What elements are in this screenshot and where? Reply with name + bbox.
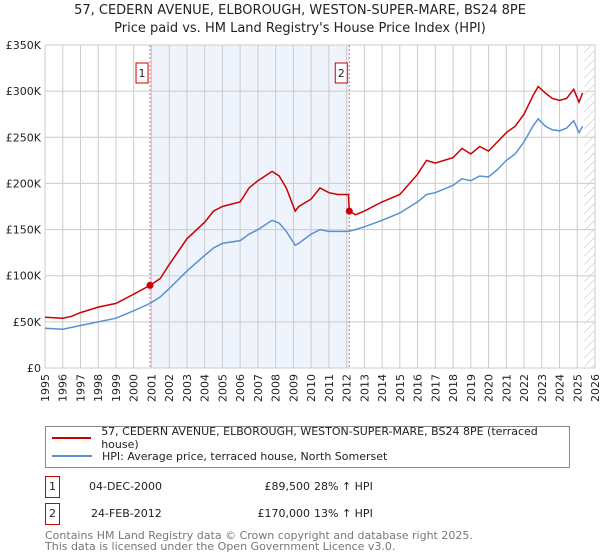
x-tick-label: 2026 xyxy=(589,374,600,402)
x-tick-label: 2014 xyxy=(376,374,389,402)
y-tick-label: £200K xyxy=(6,177,42,190)
blue-line-swatch xyxy=(52,455,92,457)
x-tick-label: 2001 xyxy=(145,374,158,402)
footer-licence: This data is licensed under the Open Gov… xyxy=(45,540,396,553)
x-tick-label: 2018 xyxy=(447,374,460,402)
x-tick-label: 2015 xyxy=(394,374,407,402)
sale-point xyxy=(146,281,154,289)
sale-hpi: 28% ↑ HPI xyxy=(314,480,373,493)
x-tick-label: 2008 xyxy=(270,374,283,402)
y-tick-label: £0 xyxy=(27,362,41,375)
y-tick-label: £250K xyxy=(6,131,42,144)
x-tick-label: 2019 xyxy=(465,374,478,402)
sale-badge: 2 xyxy=(45,503,60,525)
sale-row: 1 04-DEC-2000 £89,500 28% ↑ HPI xyxy=(45,476,545,498)
x-tick-label: 2017 xyxy=(429,374,442,402)
x-tick-label: 2003 xyxy=(181,374,194,402)
legend-item-property: 57, CEDERN AVENUE, ELBOROUGH, WESTON-SUP… xyxy=(52,425,569,451)
sale-price: £89,500 xyxy=(264,480,311,493)
x-tick-label: 2007 xyxy=(252,374,265,402)
y-tick-label: £350K xyxy=(6,39,42,52)
x-tick-label: 2024 xyxy=(554,374,567,402)
x-tick-label: 2004 xyxy=(199,374,212,402)
legend-item-hpi: HPI: Average price, terraced house, Nort… xyxy=(52,448,387,464)
x-tick-label: 2020 xyxy=(483,374,496,402)
sale-date: 04-DEC-2000 xyxy=(89,480,163,493)
price-chart: 1995 1996 1997 1998 1999 2000 2001 2002 2003 2004… xyxy=(6,39,600,402)
red-line-swatch xyxy=(52,437,92,439)
sale-label-box xyxy=(334,62,348,84)
sale-row: 2 24-FEB-2012 £170,000 13% ↑ HPI xyxy=(45,503,545,525)
sale-hpi: 13% ↑ HPI xyxy=(314,507,373,520)
x-tick-label: 1999 xyxy=(110,374,123,402)
x-tick-label: 2012 xyxy=(341,374,354,402)
x-tick-label: 1997 xyxy=(74,374,87,402)
sale-badge: 1 xyxy=(45,476,60,498)
sale-date: 24-FEB-2012 xyxy=(91,507,162,520)
y-tick-label: £100K xyxy=(6,270,42,283)
x-tick-label: 2000 xyxy=(128,374,141,402)
x-tick-label: 2005 xyxy=(216,374,229,402)
x-tick-label: 2025 xyxy=(571,374,584,402)
legend-label: 57, CEDERN AVENUE, ELBOROUGH, WESTON-SUP… xyxy=(101,425,538,451)
x-tick-label: 1998 xyxy=(92,374,105,402)
y-tick-label: £300K xyxy=(6,85,42,98)
sale-label: 1 xyxy=(139,67,146,80)
x-tick-label: 2006 xyxy=(234,374,247,402)
series-line xyxy=(44,85,584,319)
sale-label-box xyxy=(135,62,149,84)
sale-price: £170,000 xyxy=(257,507,311,520)
chart-title: 57, CEDERN AVENUE, ELBOROUGH, WESTON-SUP… xyxy=(74,3,526,18)
legend: 57, CEDERN AVENUE, ELBOROUGH, WESTON-SUP… xyxy=(45,425,570,468)
x-tick-label: 2009 xyxy=(287,374,300,402)
footer-copyright: Contains HM Land Registry data © Crown c… xyxy=(45,529,473,542)
chart-subtitle: Price paid vs. HM Land Registry's House … xyxy=(114,21,486,36)
x-tick-label: 2002 xyxy=(163,374,176,402)
x-tick-label: 1995 xyxy=(39,374,52,402)
x-tick-label: 2022 xyxy=(518,374,531,402)
x-tick-label: 2011 xyxy=(323,374,336,402)
sale-label: 2 xyxy=(338,67,345,80)
forecast-hatch xyxy=(584,45,595,368)
y-tick-label: £150K xyxy=(6,224,42,237)
x-tick-label: 2013 xyxy=(358,374,371,402)
x-tick-label: 1996 xyxy=(57,374,70,402)
x-tick-label: 2016 xyxy=(412,374,425,402)
y-tick-label: £50K xyxy=(13,316,42,329)
series-line xyxy=(44,117,584,330)
x-tick-label: 2023 xyxy=(536,374,549,402)
legend-label: HPI: Average price, terraced house, Nort… xyxy=(102,449,388,463)
x-tick-label: 2010 xyxy=(305,374,318,402)
sale-period-shade xyxy=(150,45,350,368)
sale-point xyxy=(345,207,353,215)
x-tick-label: 2021 xyxy=(500,374,513,402)
